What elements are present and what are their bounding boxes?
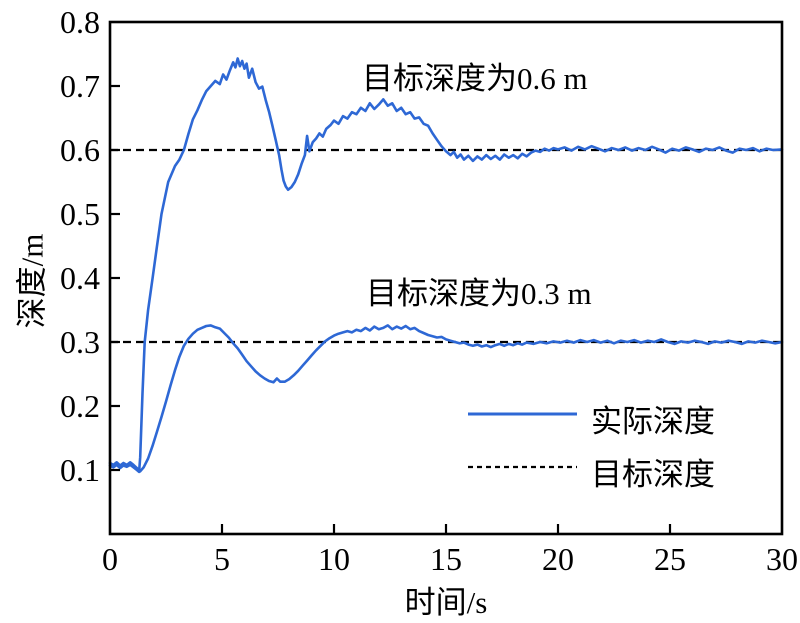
legend-label-target-depth: 目标深度: [591, 457, 715, 492]
actual-depth-target-0.6m-curve: [108, 57, 784, 474]
legend-label-actual-depth: 实际深度: [591, 404, 715, 439]
x-axis-label: 时间/s: [404, 585, 488, 620]
y-tick-label: 0.4: [60, 260, 100, 296]
actual-depth-target-0.3m-curve: [108, 324, 784, 473]
annotation-target-0.6m: 目标深度为0.6 m: [362, 61, 588, 96]
y-tick-label: 0.3: [60, 324, 100, 360]
y-tick-label: 0.2: [60, 388, 100, 424]
x-tick-label: 10: [318, 541, 350, 577]
y-axis-label: 深度/m: [14, 233, 50, 329]
x-tick-label: 0: [102, 541, 118, 577]
y-tick-label: 0.6: [60, 132, 100, 168]
y-tick-label: 0.1: [60, 452, 100, 488]
annotation-target-0.3m: 目标深度为0.3 m: [366, 276, 592, 311]
x-tick-label: 15: [430, 541, 462, 577]
y-tick-label: 0.8: [60, 4, 100, 40]
x-tick-label: 20: [542, 541, 574, 577]
y-tick-label: 0.7: [60, 68, 100, 104]
x-tick-label: 5: [214, 541, 230, 577]
x-tick-label: 30: [766, 541, 798, 577]
y-tick-label: 0.5: [60, 196, 100, 232]
x-tick-label: 25: [654, 541, 686, 577]
